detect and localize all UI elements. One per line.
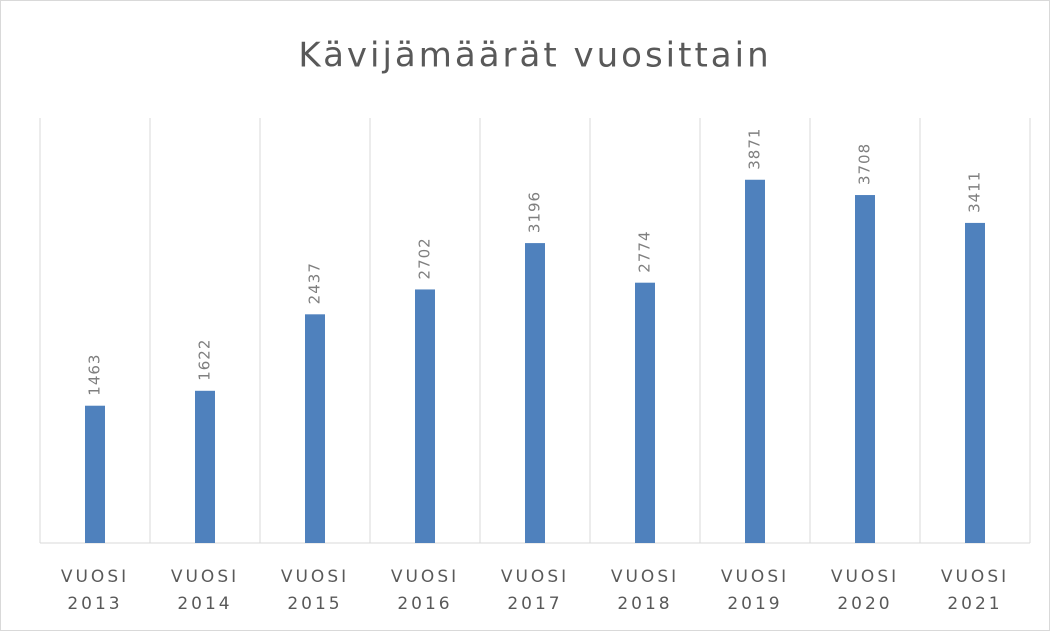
bar <box>635 282 655 543</box>
chart-title: Kävijämäärät vuosittain <box>298 36 771 76</box>
data-label: 2774 <box>636 231 654 273</box>
data-label: 1463 <box>86 354 104 396</box>
bar <box>525 243 545 543</box>
x-tick-label: VUOSI 2021 <box>941 567 1009 614</box>
x-tick-label: VUOSI 2015 <box>281 567 349 614</box>
bar <box>855 195 875 543</box>
data-label: 2702 <box>416 237 434 279</box>
data-label: 1622 <box>196 339 214 381</box>
data-label: 3196 <box>526 191 544 233</box>
data-label: 3411 <box>966 171 984 213</box>
bar <box>965 222 985 543</box>
bar <box>305 314 325 543</box>
bar <box>85 405 105 543</box>
x-tick-label: VUOSI 2020 <box>831 567 899 614</box>
bar <box>415 289 435 543</box>
x-tick-label: VUOSI 2016 <box>391 567 459 614</box>
x-tick-label: VUOSI 2019 <box>721 567 789 614</box>
data-label: 2437 <box>306 262 324 304</box>
x-tick-label: VUOSI 2013 <box>61 567 129 614</box>
data-label: 3708 <box>856 143 874 185</box>
bar <box>195 390 215 543</box>
bar <box>745 179 765 543</box>
data-label: 3871 <box>746 128 764 170</box>
x-tick-label: VUOSI 2014 <box>171 567 239 614</box>
x-tick-label: VUOSI 2018 <box>611 567 679 614</box>
x-tick-label: VUOSI 2017 <box>501 567 569 614</box>
